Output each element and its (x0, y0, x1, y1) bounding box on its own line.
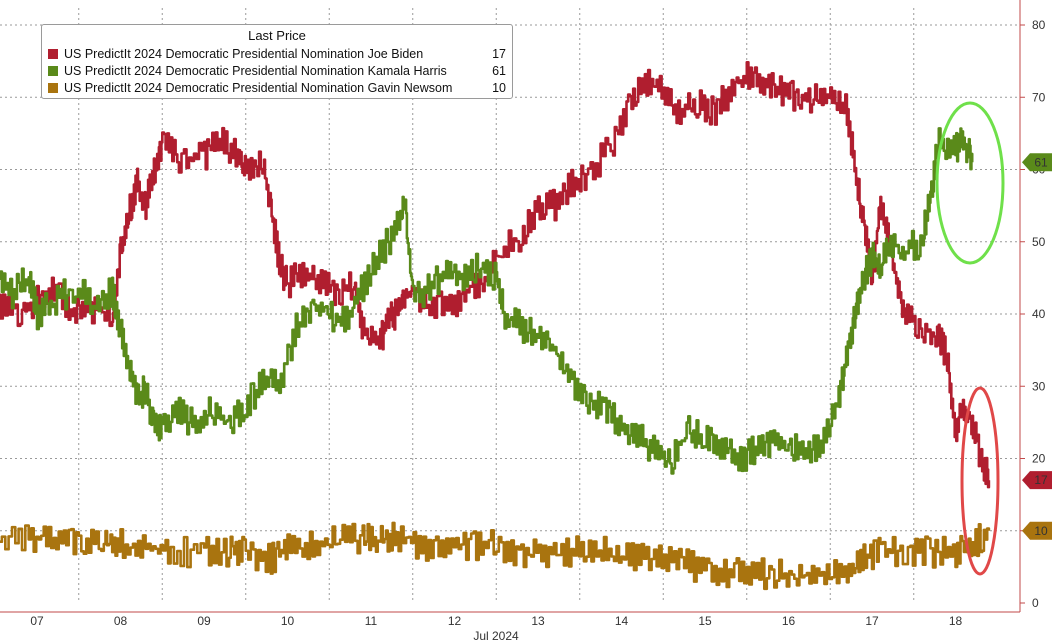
series-line-harris (0, 127, 974, 475)
y-tick-label: 80 (1032, 18, 1046, 32)
last-value-tag-newsom: 10 (1022, 521, 1052, 540)
x-tick-label: 09 (197, 614, 211, 628)
series-line-newsom (0, 521, 991, 591)
x-tick-label: 11 (365, 614, 378, 628)
x-axis-label: Jul 2024 (473, 629, 519, 643)
legend-entry-biden: US PredictIt 2024 Democratic Presidentia… (48, 46, 506, 62)
legend-title: Last Price (248, 28, 306, 43)
legend-value-newsom: 10 (492, 81, 506, 95)
last-value-tag-harris: 61 (1022, 153, 1052, 172)
x-tick-label: 15 (698, 614, 712, 628)
y-tick-label: 0 (1032, 596, 1039, 610)
x-tick-label: 18 (949, 614, 963, 628)
x-tick-label: 10 (281, 614, 295, 628)
y-tick-label: 50 (1032, 235, 1046, 249)
x-tick-label: 17 (865, 614, 879, 628)
legend-swatch-newsom (48, 83, 58, 93)
legend-value-biden: 17 (492, 47, 506, 61)
y-tick-label: 30 (1032, 379, 1046, 393)
last-value-tag-biden: 17 (1022, 471, 1052, 490)
svg-text:10: 10 (1034, 524, 1048, 538)
legend-swatch-biden (48, 49, 58, 59)
series-layer (0, 61, 991, 591)
x-tick-label: 16 (782, 614, 796, 628)
legend-value-harris: 61 (492, 64, 506, 78)
legend-label-newsom: US PredictIt 2024 Democratic Presidentia… (64, 81, 453, 95)
y-tick-label: 70 (1032, 90, 1046, 104)
legend-label-biden: US PredictIt 2024 Democratic Presidentia… (64, 47, 424, 61)
legend-entry-harris: US PredictIt 2024 Democratic Presidentia… (48, 63, 506, 79)
last-value-tags: 17 61 10 (1022, 153, 1052, 540)
y-tick-label: 20 (1032, 452, 1046, 466)
svg-text:61: 61 (1034, 155, 1048, 169)
y-tick-label: 40 (1032, 307, 1046, 321)
x-tick-label: 07 (30, 614, 44, 628)
biden-highlight-ellipse (960, 386, 1000, 576)
svg-text:17: 17 (1034, 473, 1048, 487)
x-tick-label: 14 (615, 614, 629, 628)
highlight-ellipses (935, 101, 1005, 576)
x-tick-label: 12 (448, 614, 462, 628)
legend-label-harris: US PredictIt 2024 Democratic Presidentia… (64, 64, 447, 78)
harris-highlight-ellipse (935, 101, 1005, 265)
legend-entry-newsom: US PredictIt 2024 Democratic Presidentia… (48, 80, 506, 96)
x-tick-label: 13 (531, 614, 545, 628)
x-tick-label: 08 (114, 614, 128, 628)
legend: Last Price US PredictIt 2024 Democratic … (41, 24, 513, 99)
legend-swatch-harris (48, 66, 58, 76)
